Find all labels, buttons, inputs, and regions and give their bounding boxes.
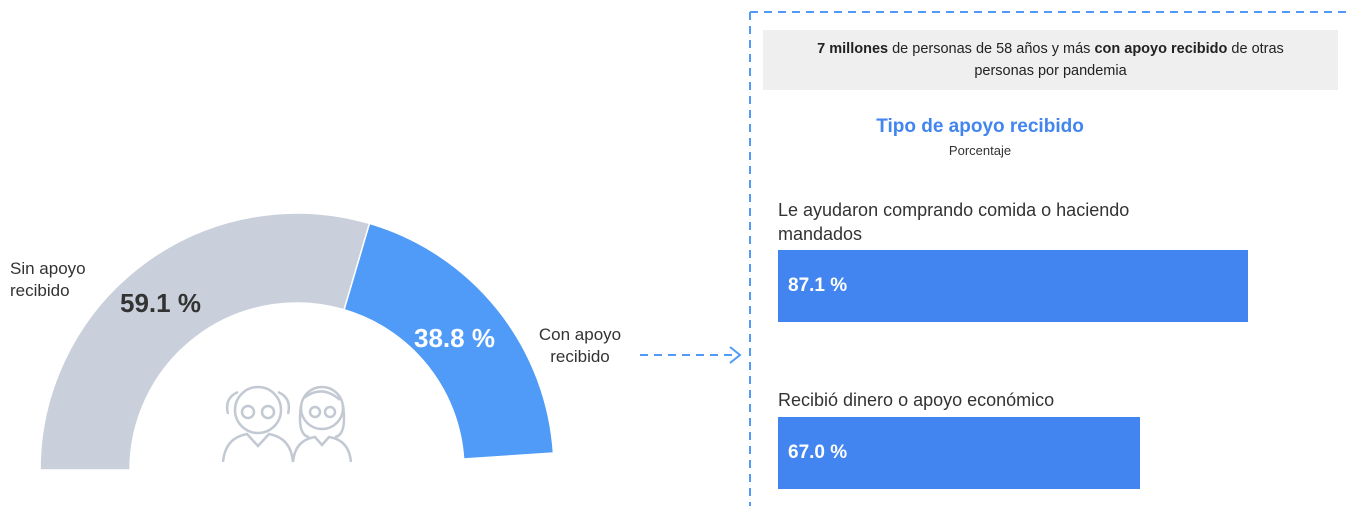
header-segment: de personas de 58 años y más	[888, 41, 1095, 57]
bar-category-label: Le ayudaron comprando comida o haciendo …	[778, 200, 1130, 244]
gauge-segment	[39, 212, 371, 471]
header-segment: de otras personas por pandemia	[974, 41, 1288, 79]
bar-subtitle: Porcentaje	[948, 143, 1012, 158]
bar-value-label: 67.0 %	[788, 442, 848, 463]
header-text: 7 millones de personas de 58 años y más …	[801, 38, 1301, 82]
bar-title: Tipo de apoyo recibido	[876, 116, 1084, 137]
bar-category-label: Recibió dinero o apoyo económico	[778, 390, 1055, 410]
gauge-segment	[343, 222, 555, 460]
elderly-icon	[221, 385, 353, 463]
header-segment: con apoyo recibido	[1094, 41, 1228, 57]
bar-value-label: 87.1 %	[788, 275, 848, 296]
header-box: 7 millones de personas de 58 años y más …	[763, 30, 1338, 90]
segment-label: Sin apoyo recibido	[10, 259, 86, 300]
dashed-frame	[640, 11, 1349, 506]
header-segment: 7 millones	[817, 41, 889, 57]
bar: 67.0 %	[778, 417, 1140, 489]
bar: 87.1 %	[778, 250, 1249, 322]
segment-label: Con apoyo recibido	[538, 325, 622, 366]
arrow-head	[729, 346, 742, 364]
segment-value-label: 59.1 %	[120, 288, 201, 318]
segment-value-label: 38.8 %	[414, 323, 495, 353]
